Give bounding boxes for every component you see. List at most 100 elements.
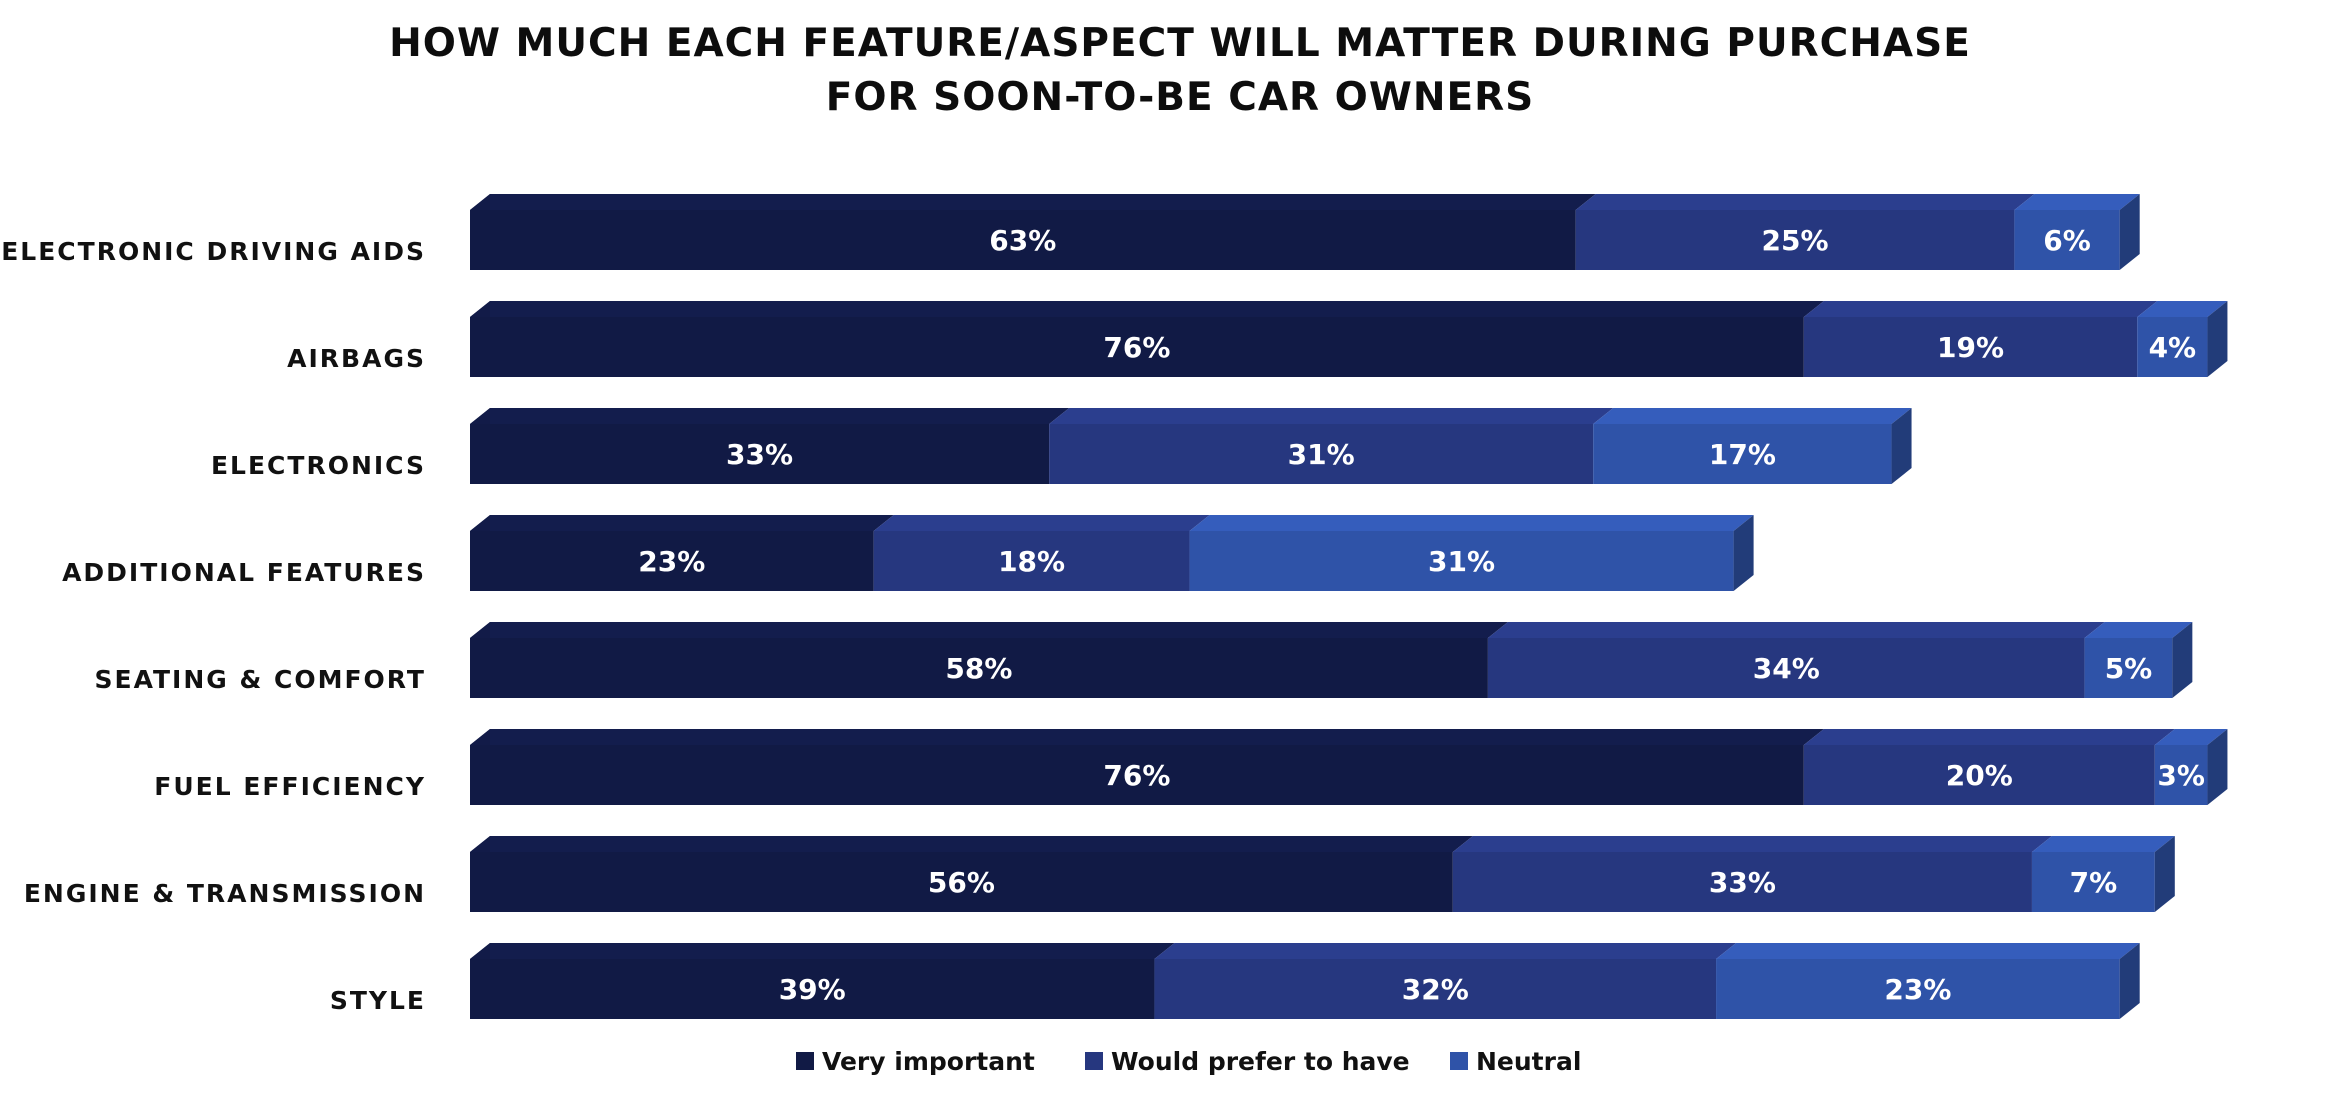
bar-row: ENGINE & TRANSMISSION 56% 33% 7%	[24, 836, 2175, 912]
bar-segment-top	[1593, 408, 1912, 424]
bar-bevel-left	[470, 836, 490, 852]
bar-segment	[2137, 317, 2208, 377]
bar-segment	[470, 531, 874, 591]
bar-side-face	[2172, 622, 2193, 698]
bar-segment	[470, 210, 1576, 270]
bar-segment	[2154, 745, 2208, 805]
bar-bevel-left	[470, 408, 490, 424]
data-label: 76%	[1103, 759, 1170, 792]
legend-swatch	[796, 1052, 814, 1070]
chart-title-line-2: FOR SOON-TO-BE CAR OWNERS	[826, 75, 1535, 120]
bar-segment	[470, 638, 1488, 698]
bar-segment	[2084, 638, 2173, 698]
category-label: ENGINE & TRANSMISSION	[24, 879, 426, 908]
bar-row: STYLE 39% 32% 23%	[330, 943, 2140, 1019]
legend-item: Very important	[796, 1047, 1035, 1076]
data-label: 3%	[2157, 759, 2205, 792]
data-label: 31%	[1288, 438, 1355, 471]
bar-segment	[1593, 424, 1892, 484]
bar-segment-top	[470, 194, 1596, 210]
bar-segment	[1803, 317, 2138, 377]
bar-rows: ELECTRONIC DRIVING AIDS 63% 25% 6% AIRBAGS 76…	[1, 194, 2228, 1019]
data-label: 6%	[2043, 224, 2091, 257]
data-label: 56%	[928, 866, 995, 899]
category-label: FUEL EFFICIENCY	[154, 772, 426, 801]
bar-segment-top	[470, 515, 894, 531]
category-label: ADDITIONAL FEATURES	[62, 558, 426, 587]
bar-segment	[470, 317, 1804, 377]
bar-segment	[1452, 852, 2032, 912]
bar-bevel-left	[470, 943, 490, 959]
bar-segment	[470, 424, 1050, 484]
data-label: 7%	[2070, 866, 2118, 899]
bar-segment-top	[2154, 729, 2228, 745]
bar-segment-top	[1487, 622, 2105, 638]
legend-swatch	[1450, 1052, 1468, 1070]
bar-row: SEATING & COMFORT 58% 34% 5%	[95, 622, 2193, 698]
bar-bevel-left	[470, 194, 490, 210]
bar-segment-top	[470, 622, 1508, 638]
bar-segment-top	[470, 301, 1824, 317]
bar-segment-top	[1803, 729, 2175, 745]
data-label: 33%	[726, 438, 793, 471]
bar-segment	[1189, 531, 1734, 591]
legend-label: Would prefer to have	[1111, 1047, 1410, 1076]
bar-segment	[470, 852, 1453, 912]
bar-segment	[1575, 210, 2015, 270]
bar-segment-top	[470, 836, 1473, 852]
bar-segment-top	[1803, 301, 2158, 317]
category-label: ELECTRONIC DRIVING AIDS	[1, 237, 426, 266]
data-label: 32%	[1402, 973, 1469, 1006]
bar-segment	[1049, 424, 1594, 484]
bar-segment	[2014, 210, 2120, 270]
category-label: AIRBAGS	[287, 344, 426, 373]
bar-segment-top	[1049, 408, 1614, 424]
bar-side-face	[2154, 836, 2175, 912]
bar-segment-top	[470, 943, 1175, 959]
bar-segment-top	[873, 515, 1210, 531]
data-label: 18%	[998, 545, 1065, 578]
bar-side-face	[2119, 943, 2140, 1019]
bar-row: ELECTRONIC DRIVING AIDS 63% 25% 6%	[1, 194, 2140, 270]
bar-segment-top	[470, 729, 1824, 745]
bar-side-face	[1733, 515, 1754, 591]
data-label: 23%	[1884, 973, 1951, 1006]
bar-segment-top	[1452, 836, 2052, 852]
data-label: 20%	[1946, 759, 2013, 792]
chart-title: HOW MUCH EACH FEATURE/ASPECT WILL MATTER…	[389, 21, 1971, 120]
bar-segment	[470, 745, 1804, 805]
data-label: 31%	[1428, 545, 1495, 578]
bar-segment-top	[1189, 515, 1754, 531]
chart-title-line-1: HOW MUCH EACH FEATURE/ASPECT WILL MATTER…	[389, 21, 1971, 66]
bar-bevel-left	[470, 622, 490, 638]
bar-bevel-left	[470, 729, 490, 745]
bar-row: ELECTRONICS 33% 31% 17%	[211, 408, 1912, 484]
data-label: 17%	[1709, 438, 1776, 471]
bar-row: ADDITIONAL FEATURES 23% 18% 31%	[62, 515, 1754, 591]
legend-item: Would prefer to have	[1085, 1047, 1410, 1076]
legend-item: Neutral	[1450, 1047, 1581, 1076]
bar-row: FUEL EFFICIENCY 76% 20% 3%	[154, 729, 2228, 805]
bar-side-face	[1891, 408, 1912, 484]
data-label: 39%	[779, 973, 846, 1006]
legend-label: Very important	[822, 1047, 1035, 1076]
bar-row: AIRBAGS 76% 19% 4%	[287, 301, 2228, 377]
bar-segment	[1487, 638, 2085, 698]
legend-swatch	[1085, 1052, 1103, 1070]
data-label: 33%	[1709, 866, 1776, 899]
bar-segment	[470, 959, 1155, 1019]
category-label: STYLE	[330, 986, 426, 1015]
bar-segment-top	[1575, 194, 2035, 210]
data-label: 4%	[2149, 331, 2197, 364]
data-label: 58%	[945, 652, 1012, 685]
bar-segment-top	[2014, 194, 2140, 210]
data-label: 19%	[1937, 331, 2004, 364]
data-label: 23%	[638, 545, 705, 578]
category-label: ELECTRONICS	[211, 451, 426, 480]
bar-segment	[2031, 852, 2155, 912]
legend-label: Neutral	[1476, 1047, 1581, 1076]
data-label: 34%	[1753, 652, 1820, 685]
bar-bevel-left	[470, 515, 490, 531]
legend: Very important Would prefer to have Neutra…	[796, 1047, 1581, 1076]
